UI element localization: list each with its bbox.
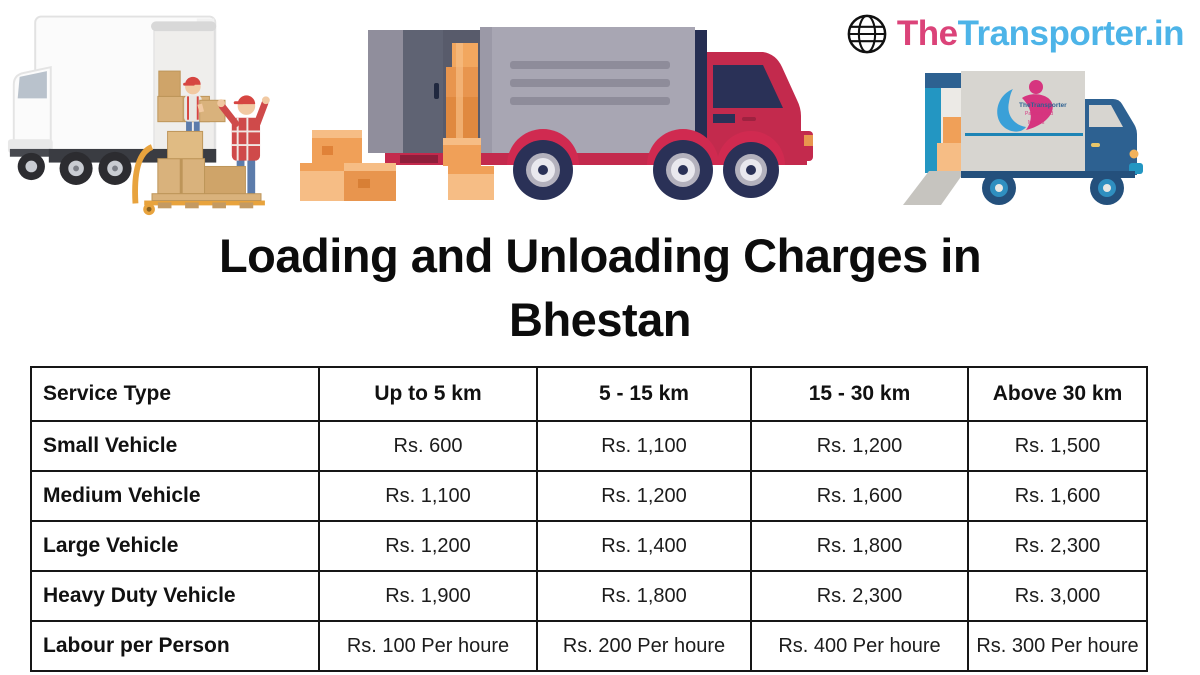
price-cell: Rs. 300 Per houre <box>967 620 1148 672</box>
price-cell: Rs. 2,300 <box>967 520 1148 572</box>
price-cell: Rs. 1,100 <box>536 420 752 472</box>
price-cell: Rs. 1,100 <box>318 470 538 522</box>
price-cell: Rs. 200 Per houre <box>536 620 752 672</box>
table-row: Medium Vehicle Rs. 1,100 Rs. 1,200 Rs. 1… <box>30 470 1148 522</box>
pricing-table: Service Type Up to 5 km 5 - 15 km 15 - 3… <box>30 366 1148 672</box>
service-name: Small Vehicle <box>30 420 320 472</box>
globe-icon <box>847 14 887 54</box>
header-up-to-5km: Up to 5 km <box>318 366 538 422</box>
price-cell: Rs. 100 Per houre <box>318 620 538 672</box>
brand-wordmark: TheTransporter.in <box>896 14 1185 54</box>
header-5-15km: 5 - 15 km <box>536 366 752 422</box>
table-row: Labour per Person Rs. 100 Per houre Rs. … <box>30 620 1148 672</box>
price-cell: Rs. 1,200 <box>536 470 752 522</box>
price-cell: Rs. 1,800 <box>750 520 969 572</box>
price-cell: Rs. 1,900 <box>318 570 538 622</box>
service-name: Heavy Duty Vehicle <box>30 570 320 622</box>
brand-name-part2: Transporter.in <box>957 14 1185 53</box>
table-row: Heavy Duty Vehicle Rs. 1,900 Rs. 1,800 R… <box>30 570 1148 622</box>
van-logo-text-2: Packers And <box>1025 111 1053 117</box>
price-cell: Rs. 1,600 <box>750 470 969 522</box>
van-logo-text-1: TheTransporter <box>1019 102 1067 109</box>
table-header-row: Service Type Up to 5 km 5 - 15 km 15 - 3… <box>30 366 1148 422</box>
price-cell: Rs. 400 Per houre <box>750 620 969 672</box>
page-title: Loading and Unloading Charges in Bhestan <box>0 224 1200 352</box>
service-name: Large Vehicle <box>30 520 320 572</box>
table-row: Large Vehicle Rs. 1,200 Rs. 1,400 Rs. 1,… <box>30 520 1148 572</box>
table-row: Small Vehicle Rs. 600 Rs. 1,100 Rs. 1,20… <box>30 420 1148 472</box>
header-above-30km: Above 30 km <box>967 366 1148 422</box>
header-service-type: Service Type <box>30 366 320 422</box>
price-cell: Rs. 3,000 <box>967 570 1148 622</box>
service-name: Medium Vehicle <box>30 470 320 522</box>
van-logo-text-3: Movers <box>1028 120 1045 126</box>
price-cell: Rs. 1,200 <box>318 520 538 572</box>
price-cell: Rs. 1,400 <box>536 520 752 572</box>
brand-name-part1: The <box>896 14 958 53</box>
service-name: Labour per Person <box>30 620 320 672</box>
page-title-line2: Bhestan <box>509 293 691 346</box>
price-cell: Rs. 1,200 <box>750 420 969 472</box>
loading-workers-illustration <box>7 15 270 216</box>
price-cell: Rs. 1,500 <box>967 420 1148 472</box>
price-cell: Rs. 1,800 <box>536 570 752 622</box>
page-title-line1: Loading and Unloading Charges in <box>218 229 982 282</box>
price-cell: Rs. 1,600 <box>967 470 1148 522</box>
van-logo-heart-icon: TheTransporter Packers And Movers <box>997 80 1067 132</box>
delivery-van-illustration: TheTransporter Packers And Movers <box>903 71 1143 205</box>
price-cell: Rs. 2,300 <box>750 570 969 622</box>
cargo-truck-illustration <box>300 27 813 201</box>
price-cell: Rs. 600 <box>318 420 538 472</box>
brand-logo: TheTransporter.in <box>846 13 1185 55</box>
header-15-30km: 15 - 30 km <box>750 366 969 422</box>
